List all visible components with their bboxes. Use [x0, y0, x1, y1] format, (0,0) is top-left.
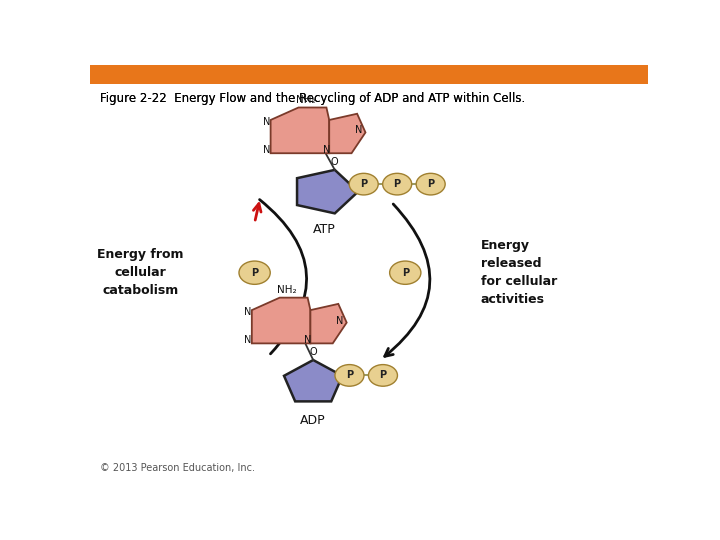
Bar: [90, 65, 648, 84]
Text: NH₂: NH₂: [277, 285, 297, 295]
Circle shape: [335, 364, 364, 386]
Polygon shape: [284, 360, 343, 401]
Circle shape: [239, 261, 270, 285]
Text: N: N: [244, 335, 251, 346]
Text: P: P: [402, 268, 409, 278]
Polygon shape: [310, 304, 347, 343]
Text: N: N: [263, 145, 271, 156]
Text: N: N: [244, 307, 251, 317]
Text: ATP: ATP: [313, 223, 336, 236]
Text: © 2013 Pearson Education, Inc.: © 2013 Pearson Education, Inc.: [100, 463, 255, 473]
Polygon shape: [329, 114, 366, 153]
Text: N: N: [354, 125, 362, 136]
Text: P: P: [346, 370, 353, 380]
Circle shape: [369, 364, 397, 386]
FancyArrowPatch shape: [260, 200, 307, 354]
Text: P: P: [360, 179, 367, 189]
Circle shape: [416, 173, 445, 195]
Text: P: P: [251, 268, 258, 278]
Text: N: N: [263, 117, 271, 127]
FancyArrowPatch shape: [384, 204, 430, 356]
Text: ADP: ADP: [300, 414, 326, 427]
Text: P: P: [394, 179, 401, 189]
Circle shape: [382, 173, 412, 195]
Text: O: O: [331, 157, 338, 166]
Text: Figure 2-22  Energy Flow and the Recycling of ADP and ATP within Cells.: Figure 2-22 Energy Flow and the Recyclin…: [100, 92, 526, 105]
Polygon shape: [271, 107, 329, 153]
Text: Figure 2-22  Energy Flow and the Recycling of ADP and ATP within Cells.: Figure 2-22 Energy Flow and the Recyclin…: [100, 92, 526, 105]
Text: N: N: [304, 335, 311, 346]
Text: N: N: [336, 315, 343, 326]
Text: O: O: [310, 347, 317, 357]
Text: P: P: [379, 370, 387, 380]
Circle shape: [390, 261, 421, 285]
FancyArrowPatch shape: [253, 204, 261, 220]
Text: NH₂: NH₂: [296, 94, 315, 105]
Text: Energy
released
for cellular
activities: Energy released for cellular activities: [481, 239, 557, 306]
Polygon shape: [252, 298, 310, 343]
Text: Energy from
cellular
catabolism: Energy from cellular catabolism: [97, 248, 184, 297]
Circle shape: [349, 173, 378, 195]
Bar: [90, 65, 648, 84]
Polygon shape: [297, 170, 358, 213]
Text: N: N: [323, 145, 330, 156]
Text: P: P: [427, 179, 434, 189]
